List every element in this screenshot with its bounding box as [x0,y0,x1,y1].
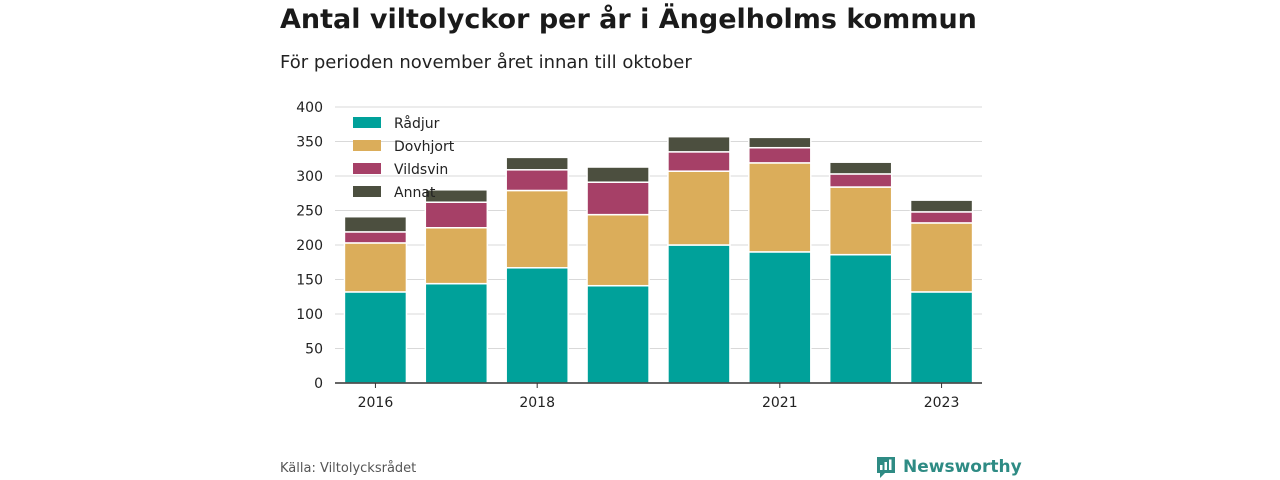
bar-segment [909,291,974,384]
legend-swatch [353,140,381,151]
bar-segment [586,213,650,287]
legend-swatch [353,163,381,174]
chart-title: Antal viltolyckor per år i Ängelholms ko… [280,4,977,35]
bar-segment [909,199,974,213]
y-tick-label: 200 [296,238,323,254]
x-tick-label: 2018 [519,395,555,411]
bar-segment [505,189,569,269]
bar-segment [424,189,489,203]
legend-swatch [353,186,381,197]
y-tick-label: 250 [296,204,323,220]
chart-subtitle: För perioden november året innan till ok… [280,52,692,73]
bar-segment [909,211,974,224]
bar-segment [667,135,731,153]
bar-segment [343,231,408,244]
bar-segment [424,201,489,229]
bar-segment [748,136,812,149]
bar-segment [424,282,489,384]
x-tick-label: 2021 [762,395,798,411]
bar-segment [586,166,650,183]
bar-segment [424,227,489,285]
legend-label: Annat [394,185,436,201]
bar-segment [828,173,893,188]
bar-segment [748,251,812,384]
bar-segment [343,215,408,233]
bar-segment [909,222,974,293]
bar-segment [505,156,569,171]
y-tick-label: 50 [305,342,323,358]
legend-swatch [353,117,381,128]
y-tick-label: 100 [296,307,323,323]
bar-segment [748,146,812,164]
bar-segment [828,186,893,256]
bar-segment [586,284,650,384]
bar-segment [343,242,408,293]
y-tick-label: 400 [296,100,323,116]
bar-segment [586,181,650,216]
source-note: Källa: Viltolycksrådet [280,461,417,476]
bar-segment [667,244,731,384]
bar-segment [505,169,569,192]
brand-name: Newsworthy [903,457,1022,477]
y-tick-label: 300 [296,169,323,185]
bar-segment [667,170,731,246]
brand-logo: Newsworthy [875,455,1022,479]
x-tick-label: 2016 [358,395,394,411]
bar-segment [828,253,893,384]
y-tick-label: 350 [296,135,323,151]
y-tick-label: 150 [296,273,323,289]
x-tick-label: 2023 [924,395,960,411]
legend-label: Vildsvin [394,162,448,178]
bar-segment [505,267,569,384]
bar-segment [343,291,408,384]
bar-segment [667,151,731,172]
legend-label: Dovhjort [394,139,455,155]
bar-segment [748,162,812,253]
bar-segment [828,161,893,175]
legend-label: Rådjur [394,115,440,132]
newsworthy-logo-icon [877,457,895,478]
y-tick-label: 0 [314,376,323,392]
